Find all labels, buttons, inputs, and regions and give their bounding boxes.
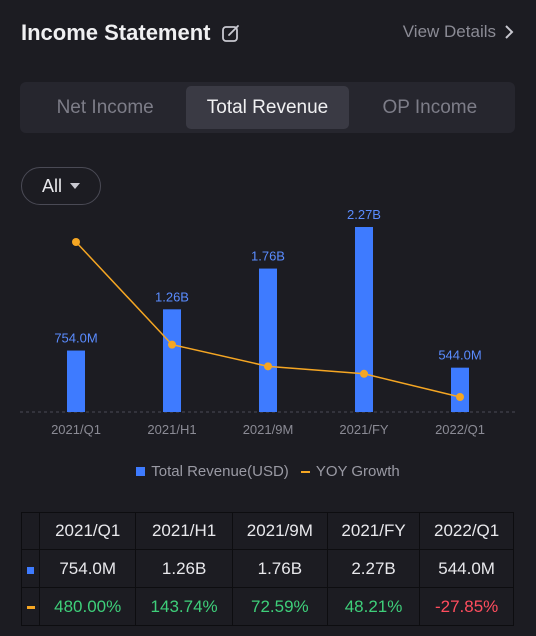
title-text: Income Statement	[21, 20, 211, 45]
table-header-cell: 2022/Q1	[419, 512, 514, 550]
revenue-chart: 754.0M 1.26B 1.76B 2.27B 544.0M 2021/Q1 2021/H…	[0, 195, 536, 445]
revenue-bar	[259, 268, 277, 412]
tab-net-income[interactable]: Net Income	[56, 97, 154, 118]
revenue-row-marker	[21, 549, 40, 588]
table-header-cell: 2021/Q1	[38, 512, 137, 550]
legend-growth-label: YOY Growth	[315, 463, 400, 480]
table-row-growth: 480.00% 143.74% 72.59% 48.21% -27.85%	[21, 587, 514, 626]
table-cell: 754.0M	[38, 549, 137, 588]
legend-item-revenue[interactable]: Total Revenue(USD)	[136, 463, 289, 480]
legend-item-growth[interactable]: YOY Growth	[300, 463, 400, 480]
table-cell: 2.27B	[326, 549, 421, 588]
table-cell: 1.26B	[135, 549, 233, 588]
table-cell: 143.74%	[135, 587, 233, 626]
table-cell: 48.21%	[326, 587, 421, 626]
tab-total-revenue[interactable]: Total Revenue	[186, 86, 349, 129]
legend-bar-swatch	[136, 467, 146, 476]
table-cell: 72.59%	[231, 587, 328, 626]
x-tick-label: 2022/Q1	[435, 422, 485, 437]
bar-value-label: 754.0M	[54, 331, 97, 346]
tab-op-income[interactable]: OP Income	[382, 97, 478, 118]
growth-point	[360, 369, 368, 378]
x-tick-label: 2021/9M	[243, 422, 294, 437]
bar-value-label: 1.26B	[155, 289, 189, 304]
caret-down-icon	[70, 183, 80, 189]
header-corner	[21, 512, 40, 550]
bar-value-label: 2.27B	[347, 207, 381, 222]
section-title: Income Statement	[21, 20, 241, 46]
table-cell: 480.00%	[38, 587, 137, 626]
table-cell: -27.85%	[419, 587, 514, 626]
metric-tabs: Net Income Total Revenue OP Income	[20, 82, 515, 133]
line-marker-icon	[26, 605, 35, 609]
revenue-bar	[67, 350, 85, 412]
table-header-cell: 2021/H1	[135, 512, 233, 550]
table-header-row: 2021/Q1 2021/H1 2021/9M 2021/FY 2022/Q1	[21, 512, 514, 550]
data-table: 2021/Q1 2021/H1 2021/9M 2021/FY 2022/Q1 …	[21, 512, 514, 626]
legend-line-swatch	[300, 470, 310, 473]
bar-value-label: 544.0M	[438, 348, 481, 363]
revenue-bar	[451, 367, 469, 412]
bar-value-label: 1.76B	[251, 249, 285, 264]
revenue-bar	[355, 227, 373, 412]
growth-point	[456, 393, 464, 401]
growth-point	[168, 340, 176, 349]
growth-row-marker	[21, 587, 40, 626]
x-tick-label: 2021/H1	[147, 422, 196, 437]
view-details-label: View Details	[402, 22, 496, 41]
table-row-revenue: 754.0M 1.26B 1.76B 2.27B 544.0M	[21, 549, 514, 588]
table-header-cell: 2021/FY	[326, 512, 421, 550]
table-cell: 1.76B	[231, 549, 328, 588]
table-cell: 544.0M	[419, 549, 514, 588]
bar-marker-icon	[27, 566, 34, 574]
table-header-cell: 2021/9M	[231, 512, 328, 550]
revenue-bar	[163, 309, 181, 412]
edit-icon[interactable]	[221, 23, 241, 43]
legend-revenue-label: Total Revenue(USD)	[151, 463, 289, 480]
x-tick-label: 2021/Q1	[51, 422, 101, 437]
growth-point	[264, 362, 272, 371]
period-filter-dropdown[interactable]: All	[21, 167, 101, 205]
view-details-link[interactable]: View Details	[403, 22, 514, 42]
chevron-right-icon	[505, 25, 514, 39]
filter-label: All	[41, 175, 62, 196]
growth-point	[72, 238, 80, 246]
x-tick-label: 2021/FY	[339, 422, 388, 437]
chart-legend: Total Revenue(USD) YOY Growth	[0, 463, 536, 480]
